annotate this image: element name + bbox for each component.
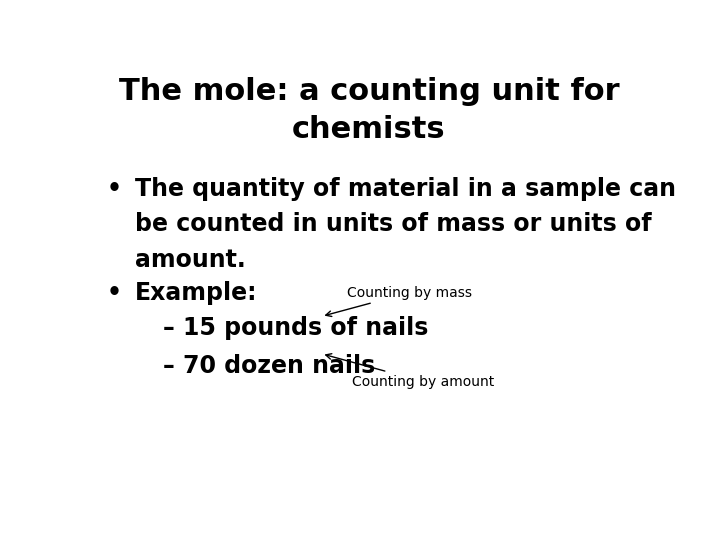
Text: chemists: chemists xyxy=(292,114,446,144)
Text: •: • xyxy=(107,177,122,201)
Text: – 15 pounds of nails: – 15 pounds of nails xyxy=(163,316,428,340)
Text: •: • xyxy=(107,281,122,305)
Text: – 70 dozen nails: – 70 dozen nails xyxy=(163,354,375,378)
Text: be counted in units of mass or units of: be counted in units of mass or units of xyxy=(135,212,652,237)
Text: The quantity of material in a sample can: The quantity of material in a sample can xyxy=(135,177,675,201)
Text: Example:: Example: xyxy=(135,281,257,305)
Text: amount.: amount. xyxy=(135,248,246,272)
Text: Counting by mass: Counting by mass xyxy=(325,286,472,316)
Text: Counting by amount: Counting by amount xyxy=(325,354,495,389)
Text: The mole: a counting unit for: The mole: a counting unit for xyxy=(119,77,619,106)
